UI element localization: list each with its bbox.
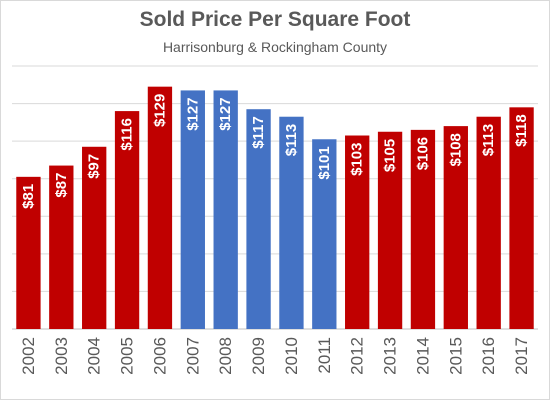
bar-2008: [213, 90, 238, 330]
bar-2010: [279, 116, 304, 329]
bar-2011: [312, 139, 337, 329]
bar-2005: [114, 111, 140, 329]
data-label-2010: $113: [283, 124, 300, 157]
data-label-2007: $127: [184, 97, 201, 130]
data-label-2002: $81: [20, 184, 37, 209]
data-label-2014: $106: [414, 137, 431, 170]
bar-2009: [246, 109, 271, 329]
chart-title: Sold Price Per Square Foot: [139, 8, 411, 31]
bar-2012: [345, 135, 370, 329]
x-tick-label-2011: 2011: [315, 337, 334, 374]
bar-2015: [443, 126, 468, 329]
bar-2017: [509, 107, 534, 329]
bar-2014: [410, 129, 436, 329]
bar-2004: [82, 146, 107, 329]
data-label-2006: $129: [151, 94, 168, 127]
x-tick-label-2017: 2017: [512, 337, 531, 375]
x-tick-label-2007: 2007: [183, 337, 202, 375]
x-tick-label-2008: 2008: [216, 337, 235, 375]
bar-2016: [476, 116, 501, 329]
bar-2006: [147, 86, 173, 330]
bar-2002: [16, 176, 41, 329]
x-tick-labels: 2002 2003 2004 2005 2006 2007 2008 2009 2010 2011…: [19, 337, 531, 375]
x-tick-label-2005: 2005: [118, 337, 137, 375]
data-label-2009: $117: [250, 116, 267, 149]
data-label-2012: $103: [349, 143, 366, 176]
x-tick-label-2004: 2004: [85, 337, 104, 375]
x-tick-label-2006: 2006: [150, 337, 169, 375]
data-label-2011: $101: [316, 146, 333, 179]
data-label-2016: $113: [480, 124, 497, 157]
x-tick-label-2014: 2014: [413, 337, 432, 375]
data-labels: $81 $87 $97 $116 $129 $127 $127 $117 $113 $101 $10…: [20, 94, 530, 209]
data-label-2015: $108: [447, 133, 464, 166]
bar-2003: [49, 165, 74, 329]
data-label-2003: $87: [53, 173, 70, 198]
bar-2013: [377, 131, 403, 329]
x-tick-label-2010: 2010: [282, 337, 301, 375]
bars: [16, 86, 534, 330]
x-tick-label-2015: 2015: [446, 337, 465, 375]
x-tick-label-2016: 2016: [479, 337, 498, 375]
data-label-2013: $105: [382, 139, 399, 172]
data-label-2017: $118: [513, 114, 530, 147]
x-tick-label-2012: 2012: [348, 337, 367, 375]
data-label-2005: $116: [119, 118, 136, 151]
x-tick-label-2013: 2013: [381, 337, 400, 375]
chart-subtitle: Harrisonburg & Rockingham County: [162, 39, 388, 55]
data-label-2004: $97: [86, 154, 103, 179]
bar-2007: [180, 90, 205, 330]
x-tick-label-2003: 2003: [52, 337, 71, 375]
x-tick-label-2009: 2009: [249, 337, 268, 375]
data-label-2008: $127: [217, 97, 234, 130]
x-tick-label-2002: 2002: [19, 337, 38, 375]
